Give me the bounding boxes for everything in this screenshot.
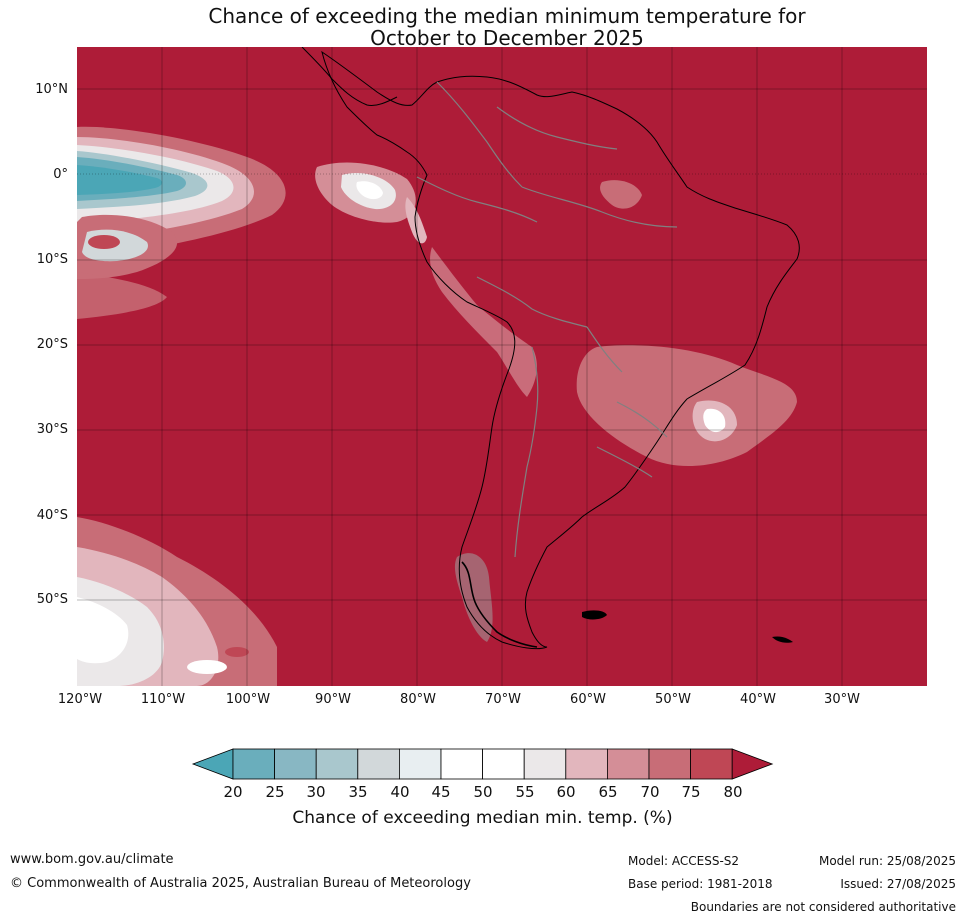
lat-label-40s: 40°S [36,508,68,523]
footer-disclaimer: Boundaries are not considered authoritat… [690,900,956,914]
colorbar [191,748,774,780]
equatorial-pacific-anomaly [77,126,286,319]
amazon-anomaly [600,180,642,209]
southeast-pacific-anomaly [77,517,277,686]
south-georgia [772,636,793,643]
footer-model-run: Model run: 25/08/2025 [818,854,956,868]
colorbar-segment [606,748,650,780]
colorbar-segment [565,748,608,780]
graticule [77,47,927,686]
ecuador-coast-anomaly [315,162,427,244]
lat-label-10s: 10°S [36,252,68,267]
colorbar-segment [232,748,275,780]
lat-label-20s: 20°S [36,337,68,352]
southern-brazil-anomaly [576,345,797,467]
map-canvas [77,47,927,686]
lon-label-30w: 30°W [824,692,860,707]
south-america-coastline [321,50,800,650]
colorbar-segment [274,748,317,780]
country-borders [416,81,678,558]
colorbar-tick: 70 [640,783,660,801]
colorbar-segment [648,748,691,780]
colorbar-tick: 25 [265,783,285,801]
title-line-1: Chance of exceeding the median minimum t… [208,4,806,28]
map-title: Chance of exceeding the median minimum t… [0,5,965,49]
colorbar-tick: 50 [473,783,493,801]
lon-label-40w: 40°W [740,692,776,707]
footer-base-period: Base period: 1981-2018 [628,877,773,891]
colorbar-tick: 35 [348,783,368,801]
footer-issued: Issued: 27/08/2025 [840,877,956,891]
lat-label-0: 0° [53,167,68,182]
colorbar-segment [482,748,525,780]
footer-website: www.bom.gov.au/climate [10,852,174,867]
andes-anomaly [430,247,537,397]
colorbar-segments [191,748,774,780]
title-line-2: October to December 2025 [370,26,644,50]
falkland-islands [582,610,607,620]
lon-label-110w: 110°W [140,692,186,707]
colorbar-segment [357,748,400,780]
lon-label-100w: 100°W [225,692,271,707]
colorbar-segment [690,748,733,780]
colorbar-tick: 40 [390,783,410,801]
colorbar-segment [440,748,483,780]
colorbar-tick: 80 [723,783,743,801]
colorbar-segment [398,748,442,780]
colorbar-high-extension [731,748,774,780]
patagonia-fjords [461,561,538,648]
footer-copyright: © Commonwealth of Australia 2025, Austra… [10,876,471,891]
colorbar-tick: 65 [598,783,618,801]
footer-model: Model: ACCESS-S2 [628,854,740,868]
colorbar-label: Chance of exceeding median min. temp. (%… [292,808,673,828]
colorbar-segment [315,748,359,780]
lon-label-80w: 80°W [400,692,436,707]
colorbar-tick: 60 [556,783,576,801]
colorbar-tick: 45 [431,783,451,801]
lon-label-70w: 70°W [485,692,521,707]
colorbar-tick: 75 [681,783,701,801]
lon-label-50w: 50°W [655,692,691,707]
lat-label-10n: 10°N [35,82,68,97]
lat-label-50s: 50°S [36,592,68,607]
colorbar-tick: 30 [306,783,326,801]
central-america-coastline [301,47,398,106]
colorbar-tick: 55 [515,783,535,801]
lat-label-30s: 30°S [36,422,68,437]
colorbar-low-extension [191,748,234,780]
forecast-map [77,47,927,686]
colorbar-tick: 20 [223,783,243,801]
lon-label-120w: 120°W [57,692,103,707]
lon-label-90w: 90°W [315,692,351,707]
colorbar-segment [523,748,567,780]
lon-label-60w: 60°W [570,692,606,707]
